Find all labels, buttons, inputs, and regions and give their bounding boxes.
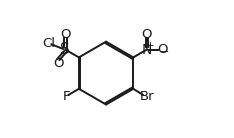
- Text: −: −: [160, 47, 169, 57]
- Text: O: O: [157, 43, 168, 56]
- Text: +: +: [146, 41, 154, 51]
- Text: S: S: [60, 42, 70, 57]
- Text: N: N: [142, 43, 152, 57]
- Text: Cl: Cl: [42, 37, 55, 50]
- Text: Br: Br: [140, 90, 154, 103]
- Text: O: O: [60, 28, 70, 41]
- Text: O: O: [53, 57, 64, 70]
- Text: O: O: [142, 28, 152, 41]
- Text: F: F: [63, 90, 70, 103]
